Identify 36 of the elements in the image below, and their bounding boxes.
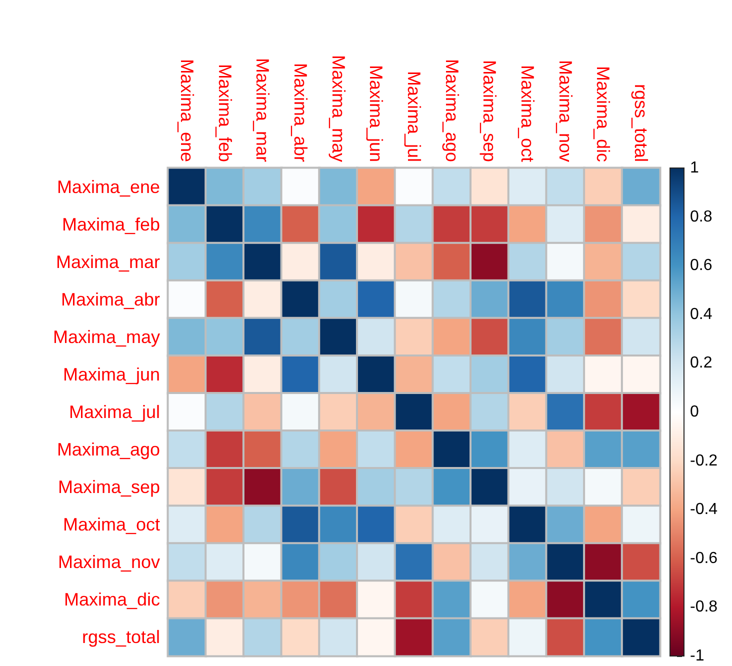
color-bar-label: 0.8	[690, 208, 712, 226]
y-tick-label: Maxima_mar	[56, 252, 160, 272]
y-tick-label: Maxima_abr	[60, 289, 160, 310]
color-bar-label: -1	[690, 648, 704, 664]
color-bar-label: 0.2	[690, 354, 712, 372]
y-tick-label: Maxima_feb	[62, 214, 160, 234]
x-tick-label: Maxima_ago	[442, 58, 462, 162]
y-tick-label: Maxima_jun	[62, 364, 160, 384]
color-bar-label: 1	[690, 160, 699, 176]
color-bar-label: -0.6	[690, 550, 718, 567]
x-tick-label: Maxima_oct	[518, 64, 538, 162]
y-tick-label: Maxima_nov	[58, 552, 160, 572]
color-bar-label: -0.4	[690, 501, 718, 518]
x-tick-label: Maxima_mar	[252, 58, 273, 162]
x-tick-label: Maxima_may	[328, 54, 348, 162]
y-tick-label: Maxima_dic	[64, 590, 160, 610]
x-tick-label: Maxima_sep	[480, 60, 500, 162]
x-tick-label: rgss_total	[631, 84, 652, 162]
color-bar-label: -0.8	[690, 598, 718, 616]
x-tick-label: Maxima_dic	[593, 66, 614, 162]
x-tick-label: Maxima_feb	[214, 64, 235, 162]
y-tick-label: Maxima_sep	[58, 477, 160, 498]
y-tick-label: Maxima_ago	[56, 440, 160, 460]
x-tick-label: Maxima_abr	[290, 62, 310, 162]
color-bar-label: -0.2	[690, 452, 718, 470]
y-tick-label: Maxima_may	[52, 326, 160, 347]
x-tick-label: Maxima_nov	[555, 60, 576, 162]
y-tick-label: Maxima_ene	[56, 176, 160, 197]
y-tick-label: rgss_total	[82, 627, 160, 648]
color-bar-label: 0.4	[690, 306, 712, 323]
x-tick-label: Maxima_jul	[404, 70, 424, 162]
color-bar-label: 0.6	[690, 257, 712, 274]
x-tick-label: Maxima_jun	[366, 64, 386, 162]
color-bar-label: 0	[690, 404, 699, 420]
y-tick-label: Maxima_jul	[68, 402, 160, 422]
y-tick-label: Maxima_oct	[62, 514, 160, 535]
